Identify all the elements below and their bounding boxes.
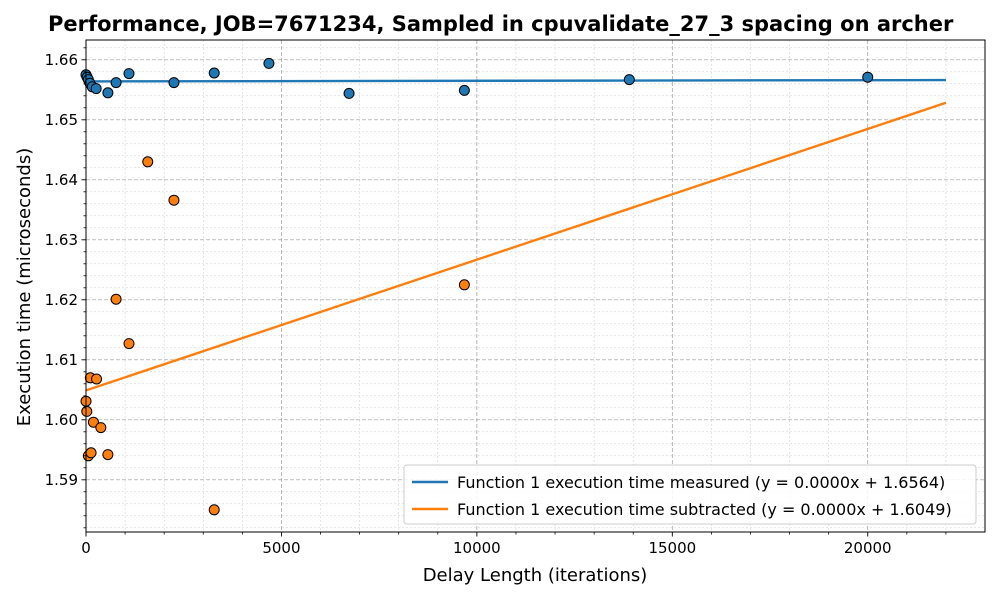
- data-point: [90, 83, 102, 95]
- axis-ticks: 0 5000 10000 15000 20000 1.59 1.60 1.61 1.62 1.63…: [45, 47, 947, 557]
- x-tick-label: 10000: [453, 539, 501, 557]
- data-point: [343, 87, 355, 99]
- data-point: [208, 67, 220, 79]
- data-point: [263, 57, 275, 69]
- data-point: [208, 504, 220, 516]
- data-point: [110, 77, 122, 89]
- legend-entry-label: Function 1 execution time measured (y = …: [457, 473, 945, 492]
- y-tick-label: 1.61: [45, 351, 78, 369]
- data-point: [91, 373, 103, 385]
- fit-lines: [85, 78, 947, 392]
- data-points: [80, 57, 874, 516]
- y-tick-label: 1.65: [45, 111, 78, 129]
- data-point: [168, 194, 180, 206]
- data-point: [95, 422, 107, 434]
- y-tick-label: 1.66: [45, 51, 78, 69]
- data-point: [81, 405, 93, 417]
- data-point: [102, 87, 114, 99]
- data-point: [102, 449, 114, 461]
- legend-box: [403, 464, 977, 525]
- y-tick-label: 1.64: [45, 171, 78, 189]
- legend: Function 1 execution time measured (y = …: [403, 464, 977, 525]
- x-tick-label: 15000: [648, 539, 696, 557]
- data-point: [85, 447, 97, 459]
- data-point: [110, 293, 122, 305]
- data-point: [123, 68, 135, 80]
- data-point: [123, 338, 135, 350]
- data-point: [168, 77, 180, 89]
- y-tick-label: 1.63: [45, 231, 78, 249]
- data-point: [458, 279, 470, 291]
- x-axis-label: Delay Length (iterations): [423, 565, 648, 586]
- x-tick-label: 0: [81, 539, 91, 557]
- y-tick-label: 1.59: [45, 471, 78, 489]
- fit-line: [85, 78, 946, 83]
- data-point: [87, 416, 99, 428]
- y-tick-label: 1.60: [45, 411, 78, 429]
- y-tick-label: 1.62: [45, 291, 78, 309]
- x-tick-label: 20000: [844, 539, 892, 557]
- data-point: [458, 84, 470, 96]
- x-tick-label: 5000: [262, 539, 300, 557]
- y-axis-label: Execution time (microseconds): [14, 148, 35, 427]
- chart-title: Performance, JOB=7671234, Sampled in cpu…: [48, 12, 954, 36]
- data-point: [862, 71, 874, 83]
- plot-area-frame: [85, 39, 986, 533]
- data-point: [623, 74, 635, 86]
- legend-entry-label: Function 1 execution time subtracted (y …: [457, 500, 952, 519]
- fit-line: [85, 101, 947, 392]
- data-point: [142, 156, 154, 168]
